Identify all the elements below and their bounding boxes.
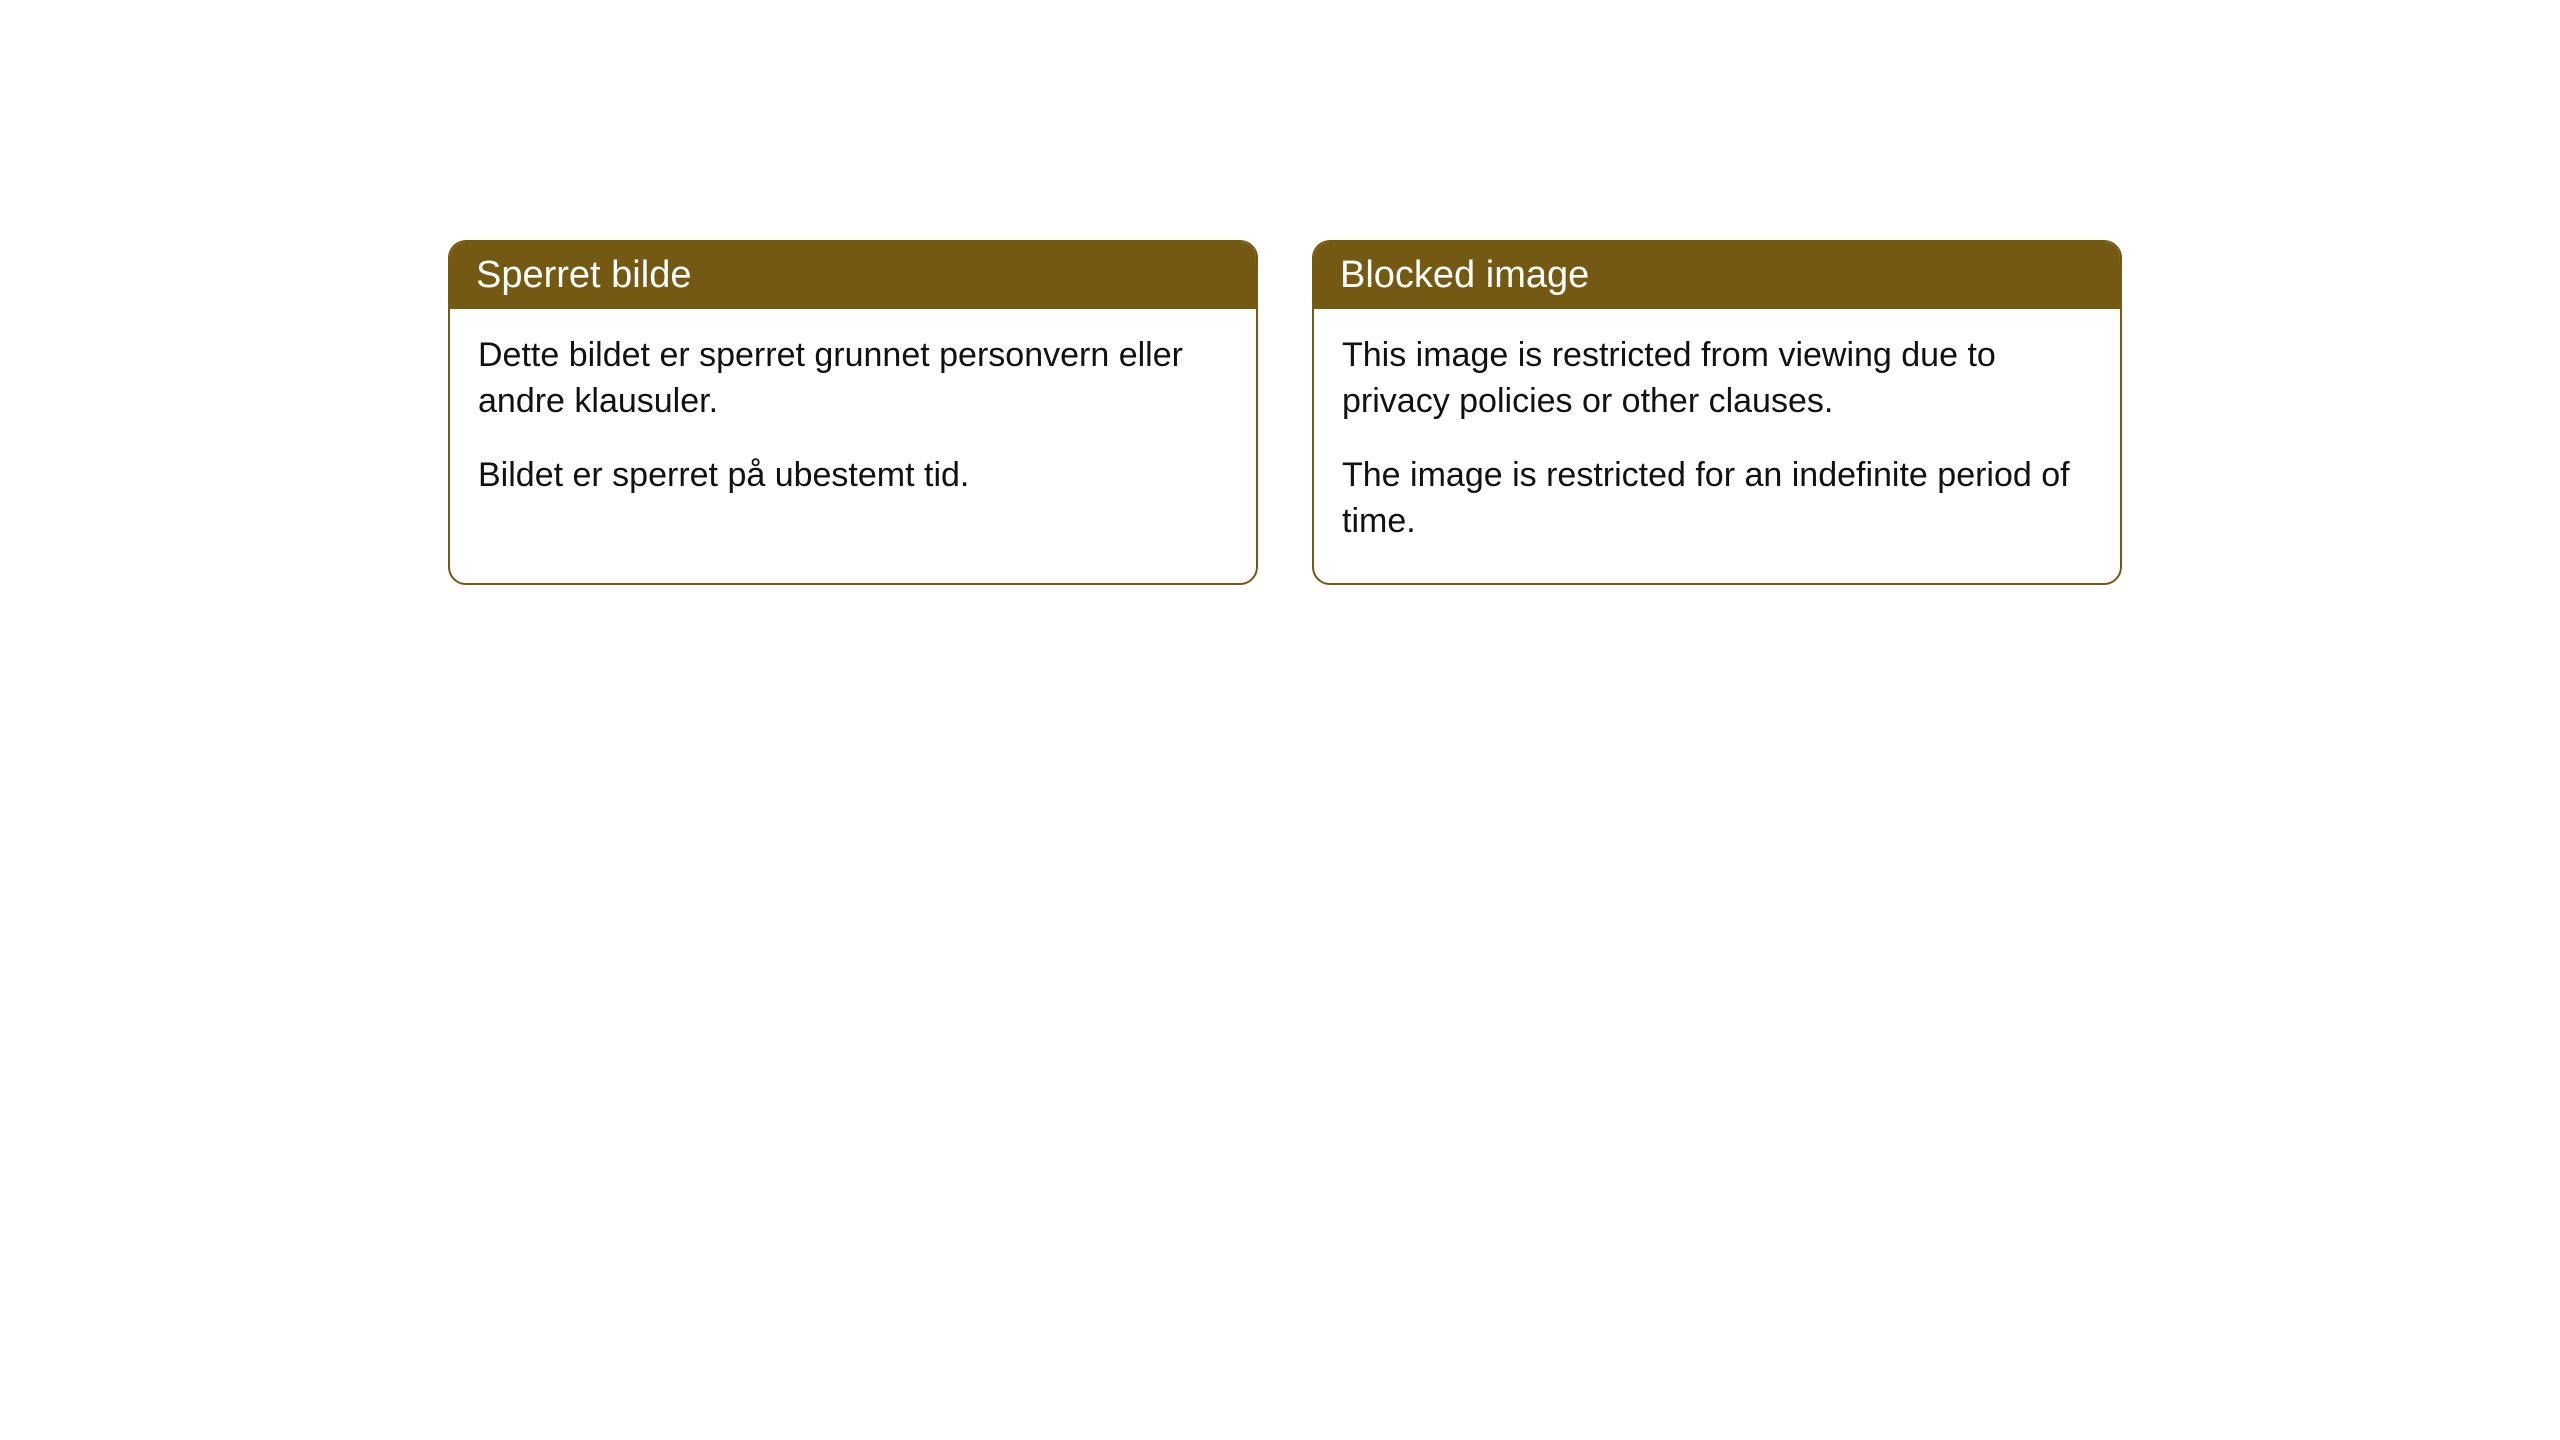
card-header-en: Blocked image <box>1314 242 2120 309</box>
notice-card-en: Blocked image This image is restricted f… <box>1312 240 2122 585</box>
card-title-no: Sperret bilde <box>476 254 691 296</box>
card-text-en-2: The image is restricted for an indefinit… <box>1342 453 2092 545</box>
card-body-no: Dette bildet er sperret grunnet personve… <box>450 309 1256 537</box>
card-header-no: Sperret bilde <box>450 242 1256 309</box>
card-text-en-1: This image is restricted from viewing du… <box>1342 333 2092 425</box>
card-body-en: This image is restricted from viewing du… <box>1314 309 2120 583</box>
notice-card-no: Sperret bilde Dette bildet er sperret gr… <box>448 240 1258 585</box>
notice-cards-row: Sperret bilde Dette bildet er sperret gr… <box>448 240 2122 585</box>
card-title-en: Blocked image <box>1340 254 1589 296</box>
card-text-no-2: Bildet er sperret på ubestemt tid. <box>478 453 1228 499</box>
card-text-no-1: Dette bildet er sperret grunnet personve… <box>478 333 1228 425</box>
